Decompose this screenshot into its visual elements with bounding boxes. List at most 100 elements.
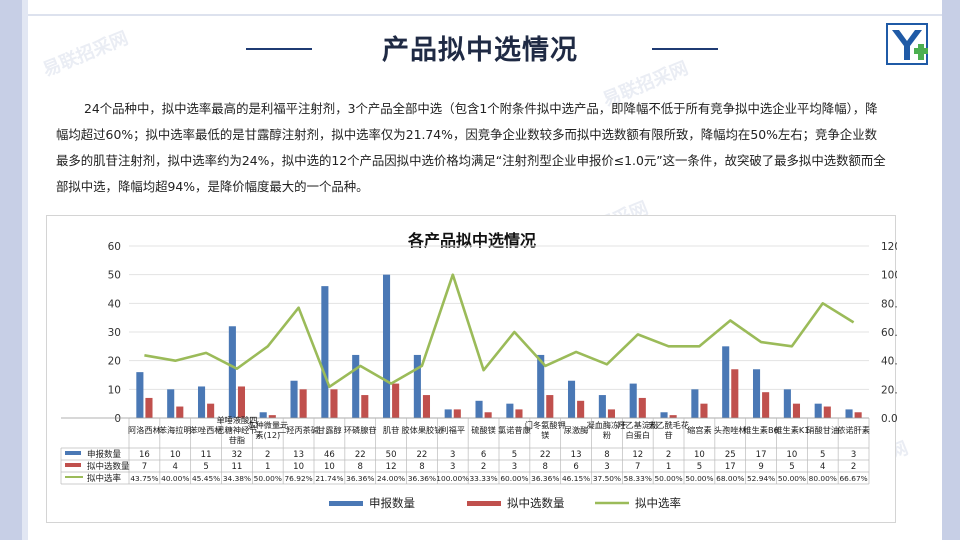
- bar-申报数量: [691, 389, 699, 418]
- title-rule-left: [246, 48, 312, 50]
- bar-拟中选数量: [361, 395, 369, 418]
- bar-申报数量: [259, 412, 267, 418]
- table-cell-value: 32: [232, 450, 243, 460]
- x-category-label: 多种微量元: [247, 420, 288, 430]
- bar-申报数量: [290, 380, 298, 418]
- y-right-tick-label: 0.00%: [881, 413, 897, 425]
- table-cell-value: 25: [725, 450, 736, 460]
- table-cell-value: 46.15%: [562, 474, 590, 483]
- table-cell-value: 66.67%: [839, 474, 867, 483]
- x-category-label: 己糖神经节: [216, 425, 257, 435]
- table-cell-value: 2: [666, 450, 671, 460]
- bar-拟中选数量: [145, 397, 153, 418]
- summary-paragraph: 24个品种中，拟中选率最高的是利福平注射剂，3个产品全部中选（包含1个附条件拟中…: [56, 101, 886, 194]
- x-category-label: 素(12): [255, 430, 280, 440]
- bar-申报数量: [506, 403, 514, 418]
- y-left-tick-label: 10: [108, 384, 121, 396]
- table-cell-value: 52.94%: [747, 474, 775, 483]
- table-cell-value: 16: [139, 450, 150, 460]
- x-category-label: 硫酸镁: [471, 425, 496, 435]
- table-cell-value: 3: [450, 450, 455, 460]
- title-rule-right: [652, 48, 718, 50]
- y-left-tick-label: 50: [108, 270, 121, 282]
- bar-拟中选数量: [484, 412, 492, 418]
- table-cell-value: 3: [450, 462, 455, 472]
- table-cell-value: 7: [635, 462, 640, 472]
- table-cell-value: 8: [358, 462, 363, 472]
- left-decor-band: [0, 0, 22, 540]
- x-category-label: 单唾液酸四: [216, 415, 257, 425]
- bar-申报数量: [197, 386, 206, 418]
- bar-拟中选数量: [546, 395, 554, 418]
- table-cell-value: 3: [512, 462, 517, 472]
- bar-拟中选数量: [638, 397, 646, 418]
- x-category-label: 缩宫素: [687, 425, 712, 435]
- bar-申报数量: [845, 409, 853, 418]
- bar-申报数量: [475, 400, 483, 418]
- table-cell-value: 4: [173, 462, 178, 472]
- company-logo: [886, 23, 928, 65]
- table-cell-value: 34.38%: [223, 474, 251, 483]
- x-category-label: 尿激酶: [564, 425, 589, 435]
- line-拟中选率: [144, 273, 855, 389]
- y-left-tick-label: 30: [108, 327, 121, 339]
- table-cell-value: 43.75%: [130, 474, 158, 483]
- table-cell-value: 45.45%: [192, 474, 220, 483]
- table-cell-value: 22: [417, 450, 428, 460]
- table-cell-value: 8: [604, 450, 609, 460]
- bar-拟中选数量: [823, 406, 831, 418]
- table-row-header: 拟中选率: [87, 473, 122, 484]
- bar-拟中选数量: [669, 415, 677, 418]
- table-cell-value: 17: [756, 450, 767, 460]
- chart-title: 各产品拟中选情况: [407, 231, 536, 250]
- bar-申报数量: [598, 395, 606, 418]
- table-cell-value: 22: [540, 450, 551, 460]
- bar-申报数量: [321, 286, 329, 418]
- y-right-tick-label: 40.00%: [881, 356, 897, 368]
- x-category-label: 镁: [541, 430, 549, 440]
- table-cell-value: 46: [324, 450, 335, 460]
- table-cell-value: 37.50%: [593, 474, 621, 483]
- table-cell-value: 100.00%: [436, 474, 469, 483]
- table-cell-value: 4: [820, 462, 825, 472]
- table-cell-value: 12: [386, 462, 397, 472]
- y-right-tick-label: 100.00%: [881, 270, 897, 282]
- x-category-label: 去乙酰毛花: [648, 420, 689, 430]
- x-category-label: 维生素B6: [743, 425, 778, 435]
- table-cell-value: 60.00%: [500, 474, 528, 483]
- chart-container: 各产品拟中选情况 0 10 20 30 40 50 60 0.00% 20.00% 40.00% 60…: [46, 215, 897, 523]
- table-cell-value: 50.00%: [254, 474, 282, 483]
- table-cell-value: 68.00%: [716, 474, 744, 483]
- table-cell-value: 5: [512, 450, 517, 460]
- bar-申报数量: [413, 354, 421, 418]
- x-category-label: 利福平: [440, 425, 465, 435]
- bar-申报数量: [537, 354, 545, 418]
- x-category-label: 苯唑西林: [190, 425, 223, 435]
- table-cell-value: 17: [725, 462, 736, 472]
- table-row-header: 申报数量: [87, 449, 122, 460]
- table-cell-value: 36.36%: [346, 474, 374, 483]
- bar-拟中选数量: [792, 403, 801, 418]
- bar-申报数量: [752, 369, 761, 418]
- table-cell-value: 12: [632, 450, 643, 460]
- bar-拟中选数量: [577, 400, 585, 418]
- bar-拟中选数量: [854, 412, 862, 418]
- y-left-tick-label: 20: [108, 356, 121, 368]
- y-right-tick-label: 80.00%: [881, 298, 897, 310]
- table-cell-value: 2: [851, 462, 856, 472]
- bar-拟中选数量: [392, 383, 400, 418]
- page-title: 产品拟中选情况: [382, 35, 578, 66]
- x-category-label: 胶体果胶铋: [401, 425, 442, 435]
- table-cell-value: 10: [324, 462, 335, 472]
- x-category-label: 苯海拉明: [159, 425, 192, 435]
- table-cell-value: 9: [758, 462, 763, 472]
- bar-申报数量: [352, 354, 360, 418]
- table-cell-value: 76.92%: [284, 474, 312, 483]
- table-cell-value: 21.74%: [315, 474, 343, 483]
- table-legend-key: [65, 451, 81, 455]
- x-category-label: 环磷腺苷: [344, 425, 377, 435]
- legend-label: 申报数量: [369, 496, 415, 510]
- bar-申报数量: [722, 346, 730, 418]
- bar-申报数量: [814, 403, 822, 418]
- bar-拟中选数量: [237, 386, 246, 418]
